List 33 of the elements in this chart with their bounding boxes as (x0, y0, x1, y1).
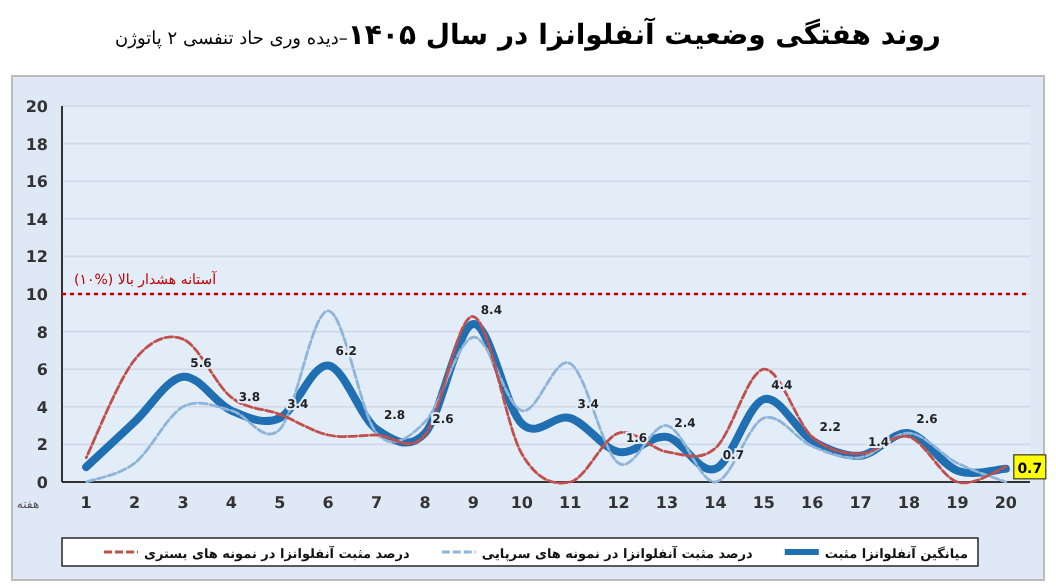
x-tick-label: 16 (801, 494, 825, 512)
y-tick-label: 12 (25, 248, 48, 267)
y-tick-label: 18 (25, 135, 49, 154)
x-tick-label: 4 (225, 494, 238, 512)
x-tick-label: 10 (510, 494, 534, 512)
y-tick-label: 0 (36, 474, 49, 492)
x-tick-label: 15 (752, 494, 776, 512)
y-tick-label: 4 (36, 398, 49, 417)
x-tick-label: 9 (467, 494, 480, 512)
x-tick-label: 20 (994, 494, 1018, 512)
chart-title: روند هفتگی وضعیت آنفلوانزا در سال ۱۴۰۵ (347, 16, 941, 52)
y-tick-label: 2 (36, 436, 48, 455)
chart-subtitle: –دیده وری حاد تنفسی ۲ پاتوژن (115, 30, 349, 50)
y-tick-label: 20 (25, 98, 49, 116)
x-tick-label: 17 (849, 494, 872, 512)
y-tick-label: 10 (25, 286, 49, 304)
x-tick-label: 7 (371, 494, 383, 512)
x-tick-label: 12 (607, 494, 630, 512)
x-tick-label: 18 (897, 494, 921, 512)
x-tick-label: 8 (419, 494, 432, 512)
x-tick-label: 13 (655, 494, 679, 512)
x-tick-label: 2 (129, 494, 141, 512)
y-tick-label: 14 (25, 210, 49, 229)
x-tick-label: 1 (80, 494, 93, 512)
x-tick-label: 5 (274, 494, 287, 512)
y-tick-label: 16 (25, 173, 49, 192)
y-tick-label: 6 (36, 361, 49, 380)
x-tick-label: 19 (946, 494, 970, 512)
x-tick-label: 14 (704, 494, 728, 512)
x-tick-label: 3 (177, 494, 189, 512)
y-tick-label: 8 (36, 323, 49, 342)
x-tick-label: 6 (322, 494, 335, 512)
x-tick-label: 11 (559, 494, 583, 512)
